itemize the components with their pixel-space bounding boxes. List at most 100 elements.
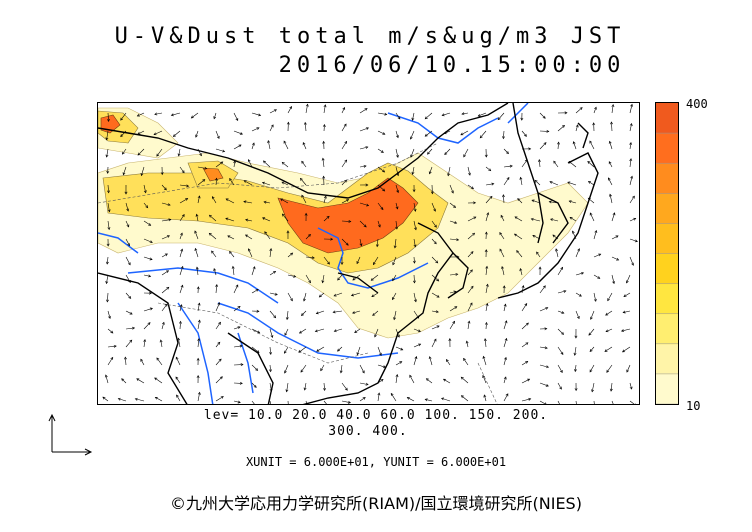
wind-arrow-head bbox=[519, 268, 523, 272]
wind-arrow-head bbox=[453, 290, 457, 294]
wind-arrow-head bbox=[156, 357, 160, 361]
wind-arrow-head bbox=[568, 160, 572, 164]
wind-arrow bbox=[460, 130, 469, 136]
wind-arrow-head bbox=[592, 122, 596, 126]
wind-arrow-head bbox=[366, 203, 370, 207]
wind-arrow-head bbox=[105, 261, 109, 265]
wind-arrow-head bbox=[433, 241, 437, 245]
wind-arrow-head bbox=[269, 369, 272, 373]
wind-arrow bbox=[215, 396, 224, 402]
wind-arrow-head bbox=[460, 132, 464, 136]
wind-arrow-head bbox=[630, 175, 634, 179]
wind-arrow bbox=[107, 345, 117, 348]
wind-arrow-head bbox=[128, 279, 131, 284]
wind-arrow bbox=[539, 346, 548, 349]
wind-arrow bbox=[213, 112, 217, 119]
wind-arrow-head bbox=[148, 223, 152, 226]
wind-arrow-head bbox=[330, 237, 334, 241]
wind-arrow bbox=[626, 274, 631, 284]
wind-arrow-head bbox=[411, 171, 415, 175]
wind-arrow bbox=[263, 201, 271, 204]
legend-swatch bbox=[656, 373, 678, 405]
wind-arrow-head bbox=[350, 293, 354, 297]
wind-arrow-head bbox=[225, 217, 229, 221]
wind-arrow-head bbox=[149, 291, 152, 295]
wind-arrow bbox=[532, 235, 541, 240]
wind-arrow bbox=[340, 364, 343, 373]
wind-arrow bbox=[500, 215, 505, 222]
wind-arrow-head bbox=[307, 233, 311, 237]
wind-arrow bbox=[143, 308, 153, 312]
wind-arrow bbox=[467, 232, 475, 240]
wind-arrow bbox=[300, 364, 307, 373]
wind-arrow bbox=[135, 398, 145, 402]
wind-arrow bbox=[483, 356, 487, 366]
wind-arrow bbox=[120, 130, 127, 137]
wind-arrow-head bbox=[270, 334, 274, 339]
wind-arrow-head bbox=[587, 197, 591, 201]
wind-arrow-head bbox=[361, 370, 365, 374]
wind-arrow-head bbox=[605, 329, 609, 333]
wind-arrow bbox=[517, 198, 523, 204]
wind-arrow bbox=[143, 322, 151, 330]
wind-arrow-head bbox=[479, 135, 483, 139]
wind-arrow bbox=[593, 400, 595, 404]
wind-arrow-head bbox=[332, 310, 336, 314]
wind-arrow bbox=[557, 400, 560, 404]
wind-arrow bbox=[243, 180, 253, 186]
wind-arrow-head bbox=[140, 173, 144, 177]
wind-arrow-head bbox=[258, 113, 262, 117]
wind-arrow-head bbox=[175, 356, 179, 360]
wind-arrow bbox=[588, 181, 595, 186]
wind-arrow bbox=[215, 130, 220, 139]
wind-arrow-head bbox=[304, 212, 308, 216]
wind-arrow-head bbox=[105, 281, 109, 285]
wind-arrow bbox=[161, 235, 170, 240]
wind-arrow bbox=[534, 180, 541, 186]
wind-arrow bbox=[107, 310, 111, 319]
wind-arrow-head bbox=[454, 306, 458, 309]
wind-arrow bbox=[352, 274, 361, 281]
wind-arrow bbox=[197, 392, 200, 402]
wind-arrow bbox=[251, 328, 260, 334]
wind-arrow bbox=[503, 304, 506, 312]
wind-arrow-head bbox=[149, 307, 153, 311]
wind-arrow-head bbox=[484, 231, 488, 235]
wind-arrow-head bbox=[159, 339, 163, 343]
wind-arrow bbox=[608, 161, 613, 168]
wind-arrow-head bbox=[393, 317, 397, 321]
wind-arrow-head bbox=[163, 187, 167, 191]
wind-arrow-head bbox=[243, 200, 247, 204]
wind-arrow bbox=[611, 400, 614, 404]
wind-arrow bbox=[593, 274, 600, 279]
wind-arrow-head bbox=[497, 117, 501, 121]
wind-arrow-head bbox=[433, 338, 437, 342]
wind-arrow-head bbox=[363, 164, 367, 168]
wind-arrow-head bbox=[284, 350, 287, 354]
wind-arrow bbox=[431, 238, 437, 245]
wind-arrow bbox=[213, 268, 217, 276]
wind-arrow bbox=[215, 161, 223, 168]
wind-arrow bbox=[567, 181, 577, 186]
wind-arrow-head bbox=[352, 311, 356, 314]
wind-arrow bbox=[611, 235, 619, 240]
wind-arrow-head bbox=[505, 393, 509, 397]
wind-arrow bbox=[516, 250, 523, 258]
wind-arrow-head bbox=[264, 231, 268, 235]
wind-arrow-head bbox=[166, 286, 170, 290]
wind-arrow-head bbox=[485, 265, 489, 269]
wind-arrow-head bbox=[571, 230, 575, 234]
wind-arrow bbox=[629, 238, 638, 242]
wind-arrow-head bbox=[435, 310, 439, 314]
wind-arrow bbox=[463, 148, 469, 158]
wind-arrow bbox=[605, 310, 613, 316]
wind-arrow-head bbox=[477, 113, 481, 117]
wind-arrow bbox=[215, 302, 220, 312]
wind-arrow bbox=[449, 321, 455, 330]
wind-arrow bbox=[521, 361, 528, 366]
wind-arrow-head bbox=[227, 235, 231, 239]
wind-arrow-head bbox=[441, 113, 445, 117]
wind-arrow-head bbox=[126, 208, 130, 212]
wind-arrow-head bbox=[323, 388, 326, 392]
wind-arrow bbox=[233, 130, 243, 135]
